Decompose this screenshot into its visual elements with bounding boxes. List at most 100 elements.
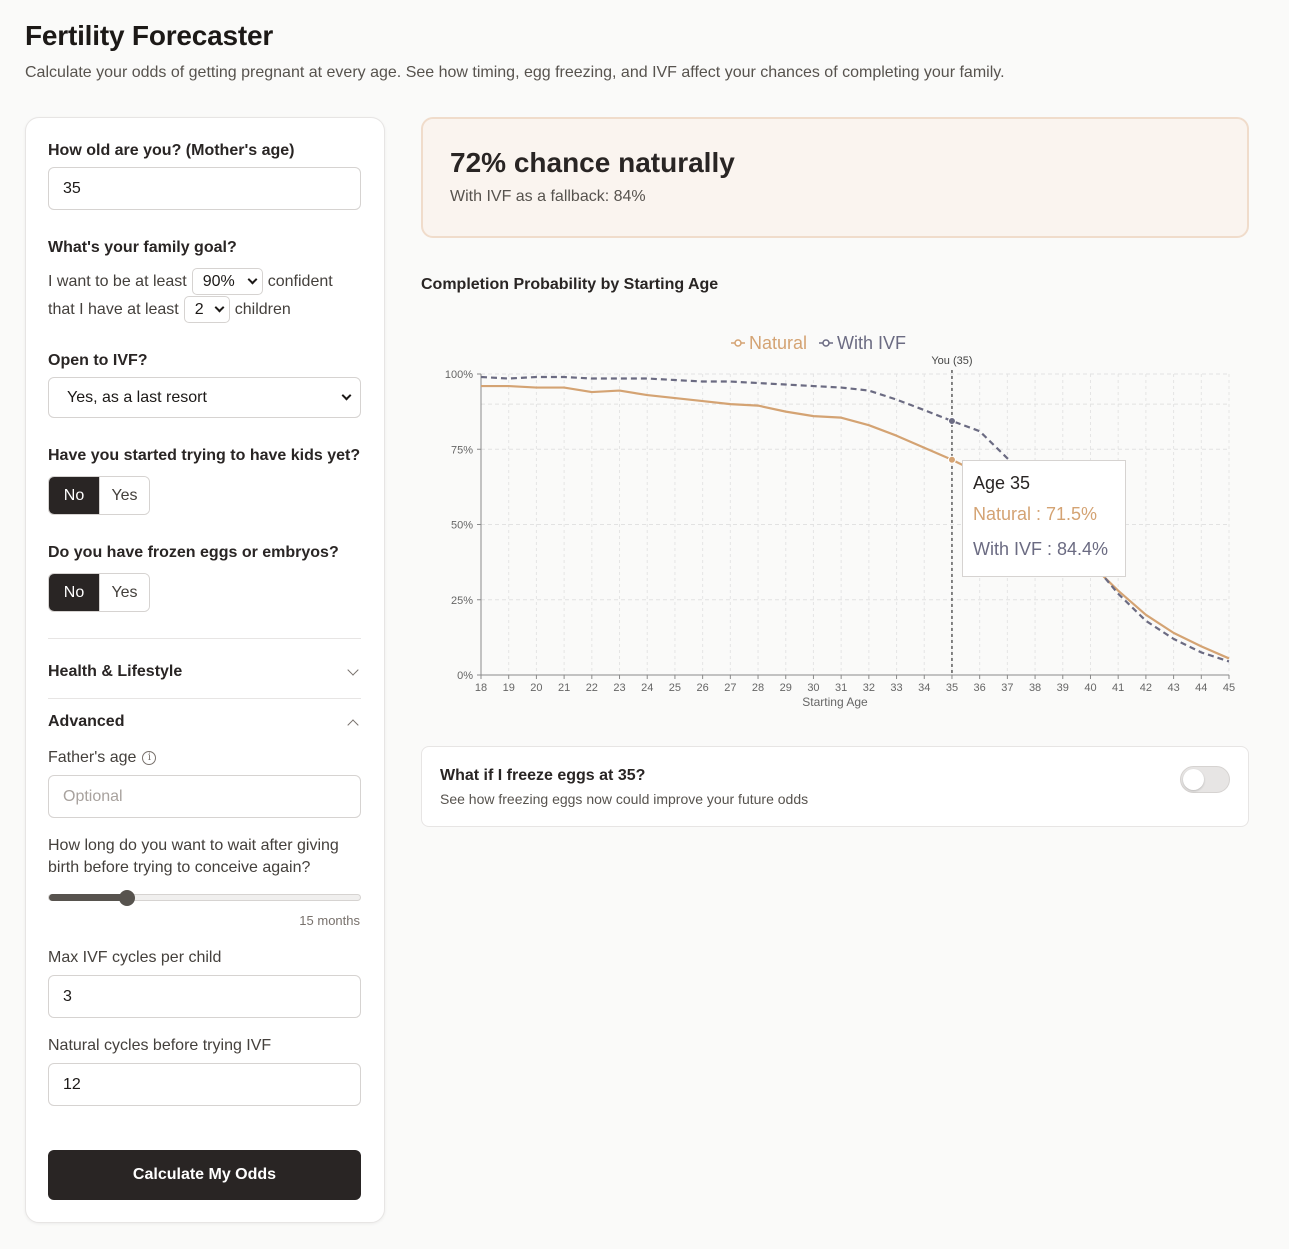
age-label: How old are you? (Mother's age)	[48, 142, 295, 159]
chevron-down-icon	[341, 390, 352, 401]
chart-tooltip: Age 35 Natural : 71.5% With IVF : 84.4%	[962, 460, 1126, 577]
goal-suffix-1: confident	[267, 272, 333, 290]
result-subline: With IVF as a fallback: 84%	[450, 188, 646, 205]
wait-slider[interactable]	[48, 890, 361, 906]
x-tick-label: 28	[752, 682, 764, 694]
father-age-input[interactable]: Optional	[48, 775, 361, 818]
father-age-label: Father's age	[48, 749, 137, 766]
legend-label-ivf[interactable]: With IVF	[837, 333, 906, 353]
toggle-knob	[1183, 769, 1204, 790]
chart-title: Completion Probability by Starting Age	[421, 276, 719, 293]
advanced-accordion-header[interactable]: Advanced	[48, 713, 361, 731]
advanced-accordion-label: Advanced	[48, 713, 125, 730]
x-tick-label: 23	[613, 682, 625, 694]
page-title: Fertility Forecaster	[25, 20, 274, 51]
x-tick-label: 24	[641, 682, 653, 694]
frozen-toggle: No Yes	[48, 573, 150, 612]
y-tick-label: 50%	[451, 520, 473, 532]
series-line-natural	[481, 384, 1230, 660]
x-tick-label: 18	[475, 682, 487, 694]
frozen-no-button[interactable]: No	[49, 574, 99, 611]
series-line-ivf	[480, 375, 1230, 663]
chevron-down-icon	[247, 274, 258, 285]
started-no-button[interactable]: No	[49, 477, 99, 514]
goal-label: What's your family goal?	[48, 239, 237, 256]
natural-cycles-label: Natural cycles before trying IVF	[48, 1037, 272, 1054]
slider-thumb[interactable]	[118, 890, 135, 906]
calculate-button[interactable]: Calculate My Odds	[48, 1150, 361, 1200]
wait-value: 15 months	[299, 913, 360, 928]
x-tick-label: 36	[974, 682, 986, 694]
legend-label-natural[interactable]: Natural	[749, 333, 807, 353]
x-tick-label: 40	[1084, 682, 1096, 694]
x-tick-label: 42	[1140, 682, 1152, 694]
started-toggle: No Yes	[48, 476, 150, 515]
ivf-select[interactable]: Yes, as a last resort	[48, 377, 361, 418]
tooltip-ivf: With IVF : 84.4%	[973, 539, 1109, 559]
y-tick-label: 100%	[445, 369, 473, 381]
started-yes-button[interactable]: Yes	[99, 477, 149, 514]
father-age-label-row: Father's age i	[48, 749, 157, 767]
tooltip-natural: Natural : 71.5%	[973, 504, 1098, 524]
x-tick-label: 27	[724, 682, 736, 694]
wait-label-line-2: birth before trying to conceive again?	[48, 859, 311, 876]
frozen-yes-button[interactable]: Yes	[99, 574, 149, 611]
goal-prefix-1: I want to be at least	[48, 272, 187, 290]
ivf-label: Open to IVF?	[48, 352, 148, 369]
x-tick-label: 44	[1195, 682, 1207, 694]
x-tick-label: 45	[1223, 682, 1235, 694]
x-axis-label: Starting Age	[802, 695, 868, 709]
tooltip-title: Age 35	[973, 473, 1031, 493]
ivf-select-value: Yes, as a last resort	[67, 388, 207, 406]
x-tick-label: 30	[807, 682, 819, 694]
children-select[interactable]: 2	[183, 296, 230, 323]
age-input[interactable]: 35	[48, 167, 361, 210]
health-accordion-header[interactable]: Health & Lifestyle	[48, 663, 361, 681]
max-ivf-label: Max IVF cycles per child	[48, 949, 222, 966]
you-marker-label: You (35)	[931, 355, 972, 367]
y-tick-label: 0%	[457, 670, 473, 682]
legend-swatch-marker	[734, 339, 742, 347]
confidence-value: 90%	[202, 272, 235, 290]
x-tick-label: 38	[1029, 682, 1041, 694]
active-point-natural[interactable]	[947, 455, 956, 464]
x-tick-label: 35	[946, 682, 958, 694]
goal-suffix-2: children	[234, 300, 291, 318]
health-accordion-label: Health & Lifestyle	[48, 663, 183, 680]
children-value: 2	[194, 300, 204, 318]
chevron-down-icon	[214, 302, 225, 313]
x-tick-label: 22	[586, 682, 598, 694]
x-tick-label: 20	[530, 682, 542, 694]
divider	[48, 638, 361, 639]
x-tick-label: 26	[697, 682, 709, 694]
wait-label-line-1: How long do you want to wait after givin…	[48, 837, 339, 854]
info-icon[interactable]: i	[142, 750, 157, 765]
goal-line-1: I want to be at least 90% confident	[48, 268, 333, 295]
started-label: Have you started trying to have kids yet…	[48, 447, 361, 464]
divider	[48, 698, 361, 699]
max-ivf-input[interactable]: 3	[48, 975, 361, 1018]
legend-swatch-marker	[822, 339, 830, 347]
chevron-up-icon	[347, 718, 359, 731]
y-tick-label: 25%	[451, 595, 473, 607]
x-tick-label: 29	[780, 682, 792, 694]
natural-cycles-input[interactable]: 12	[48, 1063, 361, 1106]
confidence-select[interactable]: 90%	[191, 268, 263, 295]
chevron-down-icon	[347, 663, 359, 676]
freeze-card: What if I freeze eggs at 35? See how fre…	[421, 746, 1249, 827]
goal-line-2: that I have at least 2 children	[48, 296, 291, 323]
slider-fill	[49, 894, 127, 901]
x-tick-label: 33	[890, 682, 902, 694]
page-subtitle: Calculate your odds of getting pregnant …	[25, 64, 1005, 81]
result-card: 72% chance naturally With IVF as a fallb…	[421, 117, 1249, 238]
freeze-subtitle: See how freezing eggs now could improve …	[440, 791, 809, 807]
x-tick-label: 41	[1112, 682, 1124, 694]
x-tick-label: 37	[1001, 682, 1013, 694]
goal-prefix-2: that I have at least	[48, 300, 179, 318]
form-panel: How old are you? (Mother's age) 35 What'…	[25, 117, 385, 1223]
x-tick-label: 32	[863, 682, 875, 694]
x-tick-label: 43	[1167, 682, 1179, 694]
active-point-ivf[interactable]	[947, 416, 956, 425]
freeze-toggle[interactable]	[1180, 766, 1230, 793]
freeze-title: What if I freeze eggs at 35?	[440, 767, 646, 784]
